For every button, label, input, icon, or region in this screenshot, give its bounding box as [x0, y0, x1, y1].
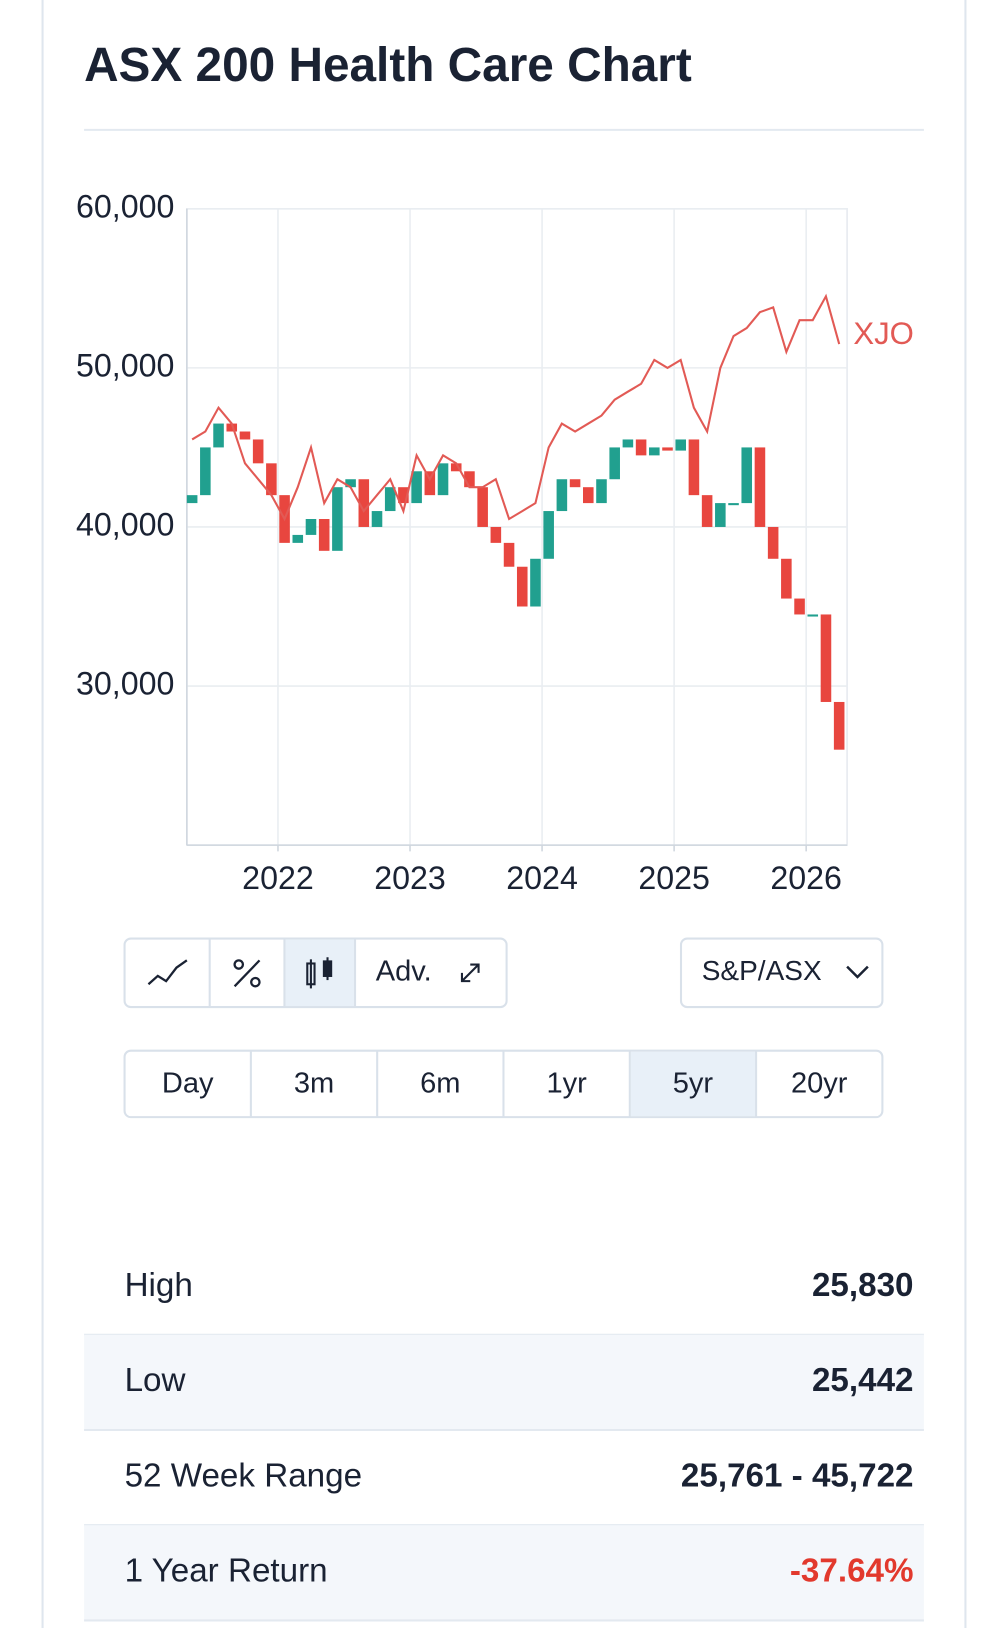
- candle: [490, 526, 502, 543]
- candle: [833, 701, 845, 750]
- candle: [252, 439, 264, 464]
- candle: [807, 614, 819, 617]
- candle: [371, 511, 383, 527]
- y-tick-label: 50,000: [76, 347, 174, 383]
- active-tool-bg: [285, 939, 356, 1007]
- candle: [292, 534, 304, 543]
- x-tick-label: 2023: [374, 860, 446, 896]
- period-button[interactable]: 3m: [294, 1068, 334, 1100]
- stat-value: 25,761 - 45,722: [681, 1457, 914, 1494]
- x-tick-label: 2026: [770, 860, 842, 896]
- card: [41, 0, 967, 1628]
- chart-title: ASX 200 Health Care Chart: [84, 39, 692, 92]
- candle: [556, 479, 568, 512]
- candle: [213, 423, 224, 448]
- period-active-bg: [630, 1051, 757, 1117]
- candle: [384, 487, 396, 512]
- candle: [635, 439, 647, 456]
- x-tick-label: 2025: [638, 860, 710, 896]
- candle: [477, 487, 488, 527]
- row-bg: [84, 1334, 924, 1431]
- candle: [701, 495, 713, 527]
- stat-label: 52 Week Range: [125, 1457, 363, 1494]
- candle: [728, 503, 739, 506]
- candle: [424, 471, 436, 496]
- stat-label: Low: [125, 1362, 187, 1399]
- expand-icon[interactable]: [460, 963, 480, 983]
- candle: [543, 511, 554, 559]
- row-bg: [84, 1525, 924, 1621]
- stat-value: 25,830: [812, 1267, 914, 1304]
- candle: [358, 479, 370, 527]
- candle-icon[interactable]: [306, 957, 333, 989]
- index-select[interactable]: [679, 937, 884, 1009]
- candle: [318, 519, 330, 551]
- candle: [186, 495, 198, 504]
- candle: [741, 447, 753, 504]
- line-chart-icon[interactable]: [147, 959, 188, 986]
- stats-table: High 25,830 Low 25,442 52 Week Range 25,761 -…: [84, 1267, 924, 1622]
- stat-value: 25,442: [812, 1362, 914, 1399]
- candle: [332, 487, 343, 551]
- y-tick-label: 60,000: [76, 188, 174, 224]
- candle: [662, 447, 673, 451]
- candle: [715, 503, 726, 527]
- candle: [754, 447, 766, 527]
- advanced-button[interactable]: Adv.: [376, 956, 432, 988]
- candle: [767, 526, 779, 559]
- candle: [503, 542, 515, 567]
- percent-icon[interactable]: [233, 959, 261, 988]
- dropdown-arrow: [846, 965, 869, 979]
- candle: [266, 463, 277, 496]
- line-series: [191, 293, 841, 522]
- candle: [582, 487, 594, 504]
- candle: [200, 447, 211, 496]
- stat-label: 1 Year Return: [125, 1553, 328, 1590]
- candle: [781, 558, 792, 599]
- stat-value: -37.64%: [790, 1553, 914, 1590]
- candle: [305, 519, 317, 535]
- candle: [450, 463, 462, 472]
- period-button[interactable]: 6m: [420, 1068, 460, 1100]
- period-button[interactable]: 5yr: [673, 1068, 714, 1100]
- x-tick-label: 2024: [506, 860, 578, 896]
- period-button[interactable]: 20yr: [791, 1068, 848, 1100]
- candle: [820, 614, 832, 702]
- series-label: XJO: [853, 316, 914, 351]
- candle: [596, 479, 607, 504]
- candle: [675, 439, 686, 451]
- candle: [437, 463, 449, 496]
- candle: [794, 598, 805, 615]
- candle: [688, 439, 700, 496]
- stat-label: High: [125, 1267, 193, 1304]
- candle: [649, 447, 660, 456]
- y-tick-label: 30,000: [76, 666, 174, 702]
- x-tick-label: 2022: [242, 860, 314, 896]
- candle: [530, 558, 541, 607]
- period-button[interactable]: Day: [162, 1068, 214, 1100]
- candle: [345, 479, 356, 488]
- candle: [226, 423, 238, 432]
- candle: [622, 439, 634, 448]
- candle: [464, 471, 475, 488]
- candle: [609, 447, 620, 480]
- period-button[interactable]: 1yr: [546, 1068, 587, 1100]
- period-selector: Day 3m 6m 1yr 5yr 20yr: [123, 1049, 884, 1119]
- candle: [239, 431, 251, 440]
- candle: [516, 566, 528, 607]
- y-tick-label: 40,000: [76, 506, 174, 542]
- candle: [398, 487, 409, 504]
- candle: [411, 471, 422, 504]
- index-select-label: S&P/ASX: [702, 955, 822, 986]
- candle: [569, 479, 581, 488]
- plot: 30,000 40,000 50,000 60,000 2022 2023 2024 2025…: [76, 188, 914, 896]
